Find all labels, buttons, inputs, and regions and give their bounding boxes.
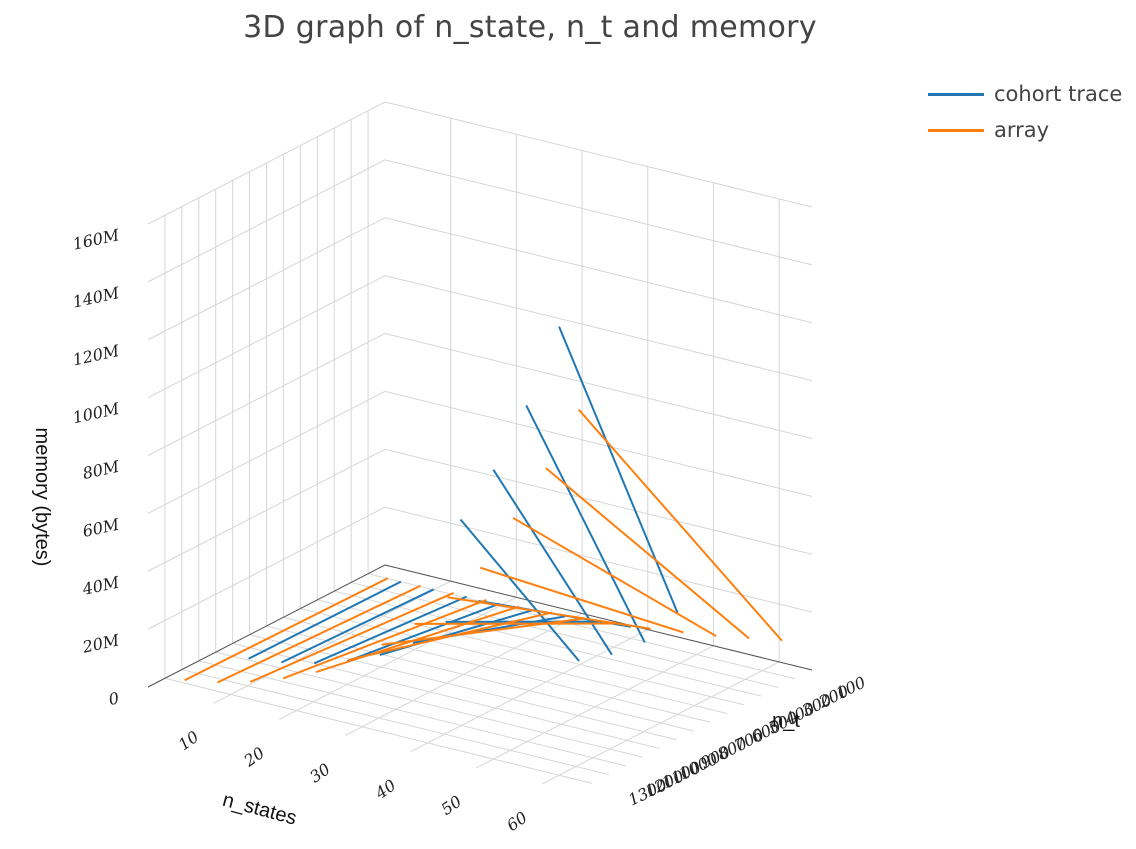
grid-line-floor-y-7 (249, 634, 677, 741)
z-tick-label-0: 0 (107, 688, 121, 709)
series-array-line-1 (217, 584, 422, 684)
grid-line-floor-y-12 (164, 677, 593, 784)
series-cohort-trace-line-3 (346, 602, 500, 663)
z-tick-label-4: 80M (81, 457, 121, 483)
grid-line-floor-y-0 (367, 573, 796, 680)
legend-label-array: array (994, 118, 1050, 142)
grid-layer (147, 101, 813, 785)
z-axis-title: memory (bytes) (31, 428, 53, 567)
grid-line-floor-y-4 (300, 608, 728, 715)
x-tick-label-3: 40 (371, 775, 399, 803)
chart-title: 3D graph of n_state, n_t and memory (243, 10, 817, 45)
grid-line-floor-y-9 (215, 651, 643, 758)
legend-label-cohort-trace: cohort trace (994, 82, 1123, 106)
z-tick-label-8: 160M (71, 225, 121, 253)
axis-line-nstates-back (384, 564, 813, 671)
grid-line-side-z-7 (384, 159, 813, 266)
series-cohort-trace-line-9 (492, 469, 613, 656)
grid-line-side-z-2 (384, 448, 813, 555)
axis-line-nt-back (147, 564, 386, 688)
y-axis-title: n_t (772, 710, 800, 732)
grid-line-floor-y-2 (334, 590, 762, 697)
series-cohort-trace-line-2 (313, 595, 468, 665)
z-tick-label-3: 60M (81, 515, 121, 541)
grid-line-side-z-5 (384, 275, 813, 382)
x-tick-label-4: 50 (438, 792, 466, 819)
z-tick-label-5: 100M (71, 399, 121, 427)
series-array-line-11 (545, 467, 750, 640)
series-array-line-9 (479, 566, 684, 634)
series-array-line-2 (249, 592, 454, 683)
x-axis-title: n_states (220, 789, 299, 830)
grid-line-floor-y-6 (266, 625, 694, 732)
grid-line-side-z-6 (384, 217, 813, 324)
series-array-line-8 (447, 596, 651, 630)
grid-line-side-z-8 (384, 101, 813, 208)
legend-item-cohort-trace[interactable]: cohort trace (928, 76, 1122, 112)
series-cohort-trace-line-11 (558, 326, 679, 614)
z-tick-label-1: 20M (80, 630, 121, 657)
legend-swatch-cohort-trace (928, 92, 984, 96)
z-tick-label-7: 140M (71, 283, 121, 311)
grid-line-side-z-1 (384, 506, 813, 613)
series-cohort-trace-line-0 (248, 580, 402, 660)
x-tick-label-1: 20 (240, 743, 268, 771)
label-layer: 0 20M 40M 60M 80M 100M 120M 140M 160M 10 20 30 40 50 6… (31, 225, 869, 835)
series-cohort-trace-line-10 (525, 404, 646, 643)
data-layer (184, 326, 783, 684)
grid-line-floor-y-5 (283, 616, 711, 723)
legend: cohort trace array (928, 76, 1122, 148)
grid-line-floor-y-8 (232, 642, 660, 749)
legend-item-array[interactable]: array (928, 112, 1122, 148)
grid-line-side-z-3 (384, 390, 813, 497)
series-array-line-0 (184, 577, 389, 682)
x-tick-label-0: 10 (175, 727, 203, 754)
z-tick-label-6: 120M (71, 341, 121, 369)
grid-line-side-z-4 (384, 333, 813, 439)
grid-line-floor-y-3 (317, 599, 745, 706)
series-cohort-trace-line-8 (459, 518, 580, 662)
legend-swatch-array (928, 128, 984, 132)
z-tick-label-2: 40M (80, 572, 121, 599)
series-array-line-12 (578, 408, 783, 642)
series-array-line-10 (512, 517, 717, 638)
x-tick-label-2: 30 (306, 759, 334, 786)
x-tick-label-5: 60 (503, 808, 531, 835)
grid-line-floor-y-11 (181, 669, 609, 776)
grid-line-floor-y-10 (198, 660, 626, 767)
series-cohort-trace-line-1 (280, 588, 435, 664)
grid-line-floor-y-1 (351, 581, 779, 688)
series-array-line-3 (282, 598, 487, 680)
